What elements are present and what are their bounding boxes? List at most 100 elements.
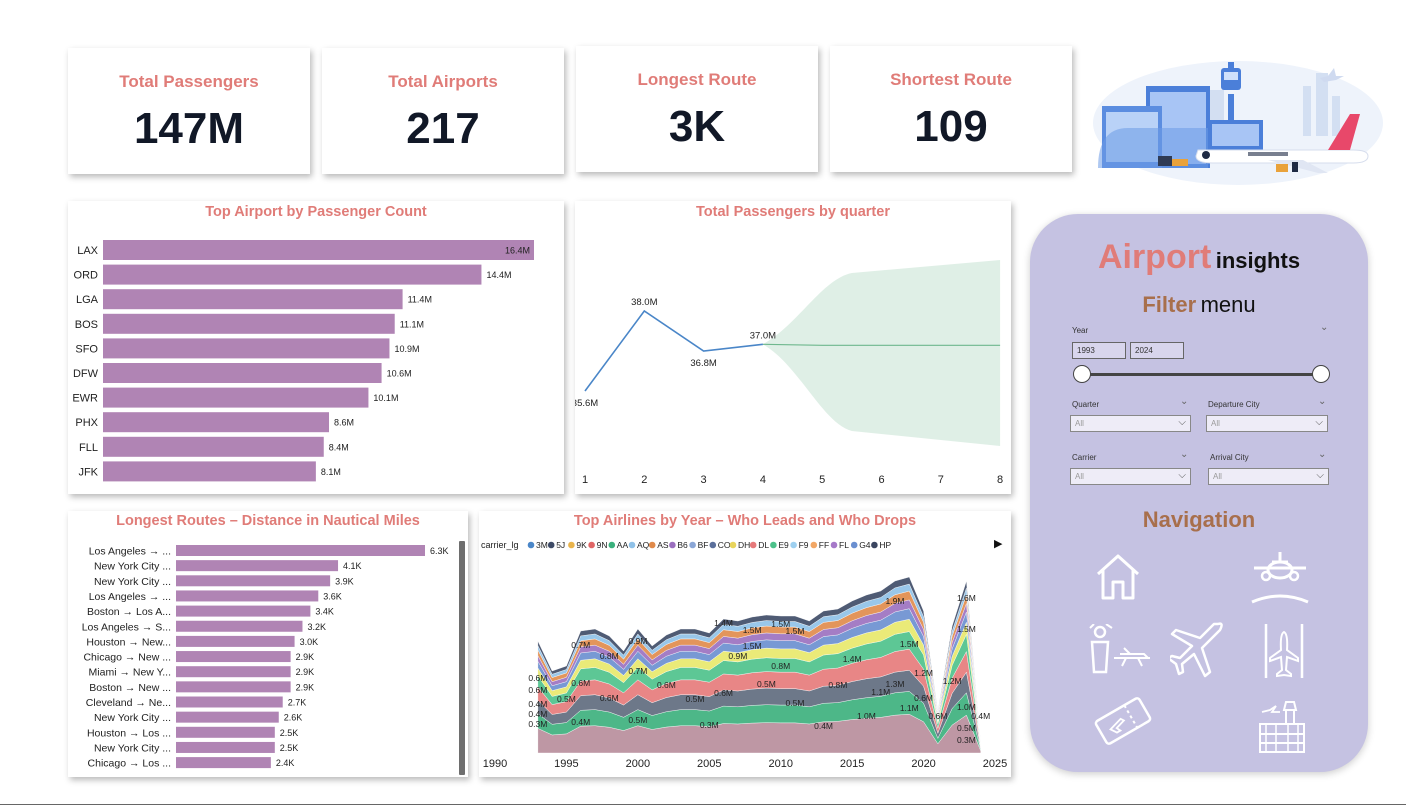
- bar: [176, 711, 279, 723]
- series-line: [584, 309, 763, 392]
- bar-category-label: LGA: [76, 294, 99, 306]
- arrival-dropdown[interactable]: All ⌵: [1208, 468, 1329, 485]
- runway-icon[interactable]: [1260, 620, 1308, 680]
- legend-label: FF: [819, 540, 829, 550]
- forecast-band: [762, 260, 1001, 446]
- point-data-label: 35.6M: [575, 398, 598, 409]
- ticket-icon[interactable]: [1092, 694, 1154, 748]
- legend-label: E9: [778, 540, 789, 550]
- bar-category-label: Chicago → New ...: [83, 652, 171, 664]
- quarter-label: Quarter: [1072, 400, 1100, 409]
- x-tick-label: 2015: [840, 758, 864, 770]
- bar-category-label: New York City ...: [94, 742, 171, 754]
- arrival-value: All: [1213, 472, 1222, 481]
- legend-swatch: [790, 541, 797, 549]
- home-icon[interactable]: [1094, 550, 1142, 602]
- arrival-chevron-icon[interactable]: ⌄: [1318, 449, 1327, 460]
- legend-swatch: [527, 541, 535, 549]
- bottom-divider: [0, 804, 1406, 805]
- legend-label: B6: [677, 540, 688, 550]
- bar-data-label: 4.1K: [343, 561, 362, 571]
- departure-label: Departure City: [1208, 400, 1260, 409]
- area-data-label: 0.7M: [571, 640, 590, 650]
- quarter-chevron-icon[interactable]: ⌄: [1180, 396, 1189, 407]
- bar-data-label: 11.1M: [400, 319, 424, 329]
- kpi-title: Total Airports: [388, 72, 498, 91]
- bar: [103, 363, 382, 383]
- chevron-down-icon: ⌵: [1316, 470, 1324, 481]
- area-data-label: 0.4M: [528, 709, 547, 719]
- bar-data-label: 2.9K: [296, 652, 315, 662]
- arrival-label: Arrival City: [1210, 453, 1249, 462]
- bar: [176, 666, 291, 678]
- legend-scroll-arrow[interactable]: ▶: [994, 538, 1003, 550]
- carrier-chevron-icon[interactable]: ⌄: [1180, 449, 1189, 460]
- forecast-line: [762, 343, 1001, 346]
- bar-category-label: SFO: [75, 343, 98, 355]
- routes-chart-card: Longest Routes – Distance in Nautical Mi…: [68, 511, 468, 777]
- airplane-front-icon[interactable]: [1248, 544, 1312, 608]
- year-chevron-icon[interactable]: ⌄: [1320, 322, 1329, 333]
- airplane-icon[interactable]: [1170, 618, 1226, 680]
- bar: [176, 575, 331, 587]
- bar-data-label: 3.2K: [307, 622, 326, 632]
- legend-swatch: [830, 541, 838, 549]
- bar-data-label: 16.4M: [505, 246, 530, 256]
- bar: [103, 240, 534, 260]
- bar-data-label: 6.3K: [430, 546, 449, 556]
- bar-category-label: Cleveland → Ne...: [86, 697, 171, 709]
- x-tick-label: 1: [582, 474, 588, 486]
- bar-category-label: ORD: [74, 270, 99, 282]
- airport-illustration: [1088, 28, 1388, 193]
- bar-data-label: 2.5K: [280, 743, 299, 753]
- area-data-label: 0.7M: [628, 666, 647, 676]
- quarter-dropdown[interactable]: All ⌵: [1070, 415, 1191, 432]
- bar-category-label: Houston → Los ...: [87, 727, 171, 739]
- bar-category-label: Chicago → Los ...: [88, 758, 171, 770]
- year-to-input[interactable]: 2024: [1130, 342, 1184, 359]
- area-data-label: 0.4M: [528, 699, 547, 709]
- pilot-icon[interactable]: [1086, 624, 1152, 674]
- year-slider-handle-end[interactable]: [1312, 365, 1330, 383]
- year-slider-track[interactable]: [1082, 373, 1322, 376]
- legend-swatch: [588, 541, 595, 549]
- bar: [176, 635, 295, 647]
- departure-chevron-icon[interactable]: ⌄: [1318, 396, 1327, 407]
- bar: [103, 313, 395, 334]
- panel-title-word1: Airport: [1097, 238, 1212, 276]
- departure-dropdown[interactable]: All ⌵: [1206, 415, 1328, 432]
- point-data-label: 37.0M: [750, 330, 776, 341]
- chevron-down-icon: ⌵: [1315, 417, 1323, 428]
- bar: [176, 620, 303, 632]
- control-tower-icon[interactable]: [1256, 698, 1308, 754]
- area-data-label: 0.6M: [714, 688, 733, 698]
- year-label: Year: [1072, 326, 1089, 335]
- panel-title: Airport insights: [1030, 238, 1368, 277]
- area-data-label: 1.3M: [886, 679, 905, 689]
- area-data-label: 0.6M: [571, 678, 590, 688]
- area-data-label: 1.1M: [871, 687, 890, 697]
- bar: [176, 696, 283, 708]
- kpi-value: 147M: [133, 104, 245, 153]
- legend-label: AA: [617, 540, 629, 550]
- area-data-label: 1.0M: [857, 711, 876, 721]
- routes-bar-chart: Los Angeles → ... 6.3K New York City ... 4.…: [82, 545, 449, 770]
- x-tick-label: 2010: [768, 758, 792, 770]
- x-tick-label: 2005: [697, 758, 721, 770]
- scrollbar[interactable]: [459, 541, 465, 775]
- bar-category-label: Los Angeles → S...: [82, 621, 171, 633]
- legend-swatch: [749, 541, 757, 549]
- area-data-label: 1.0M: [957, 702, 976, 712]
- legend-swatch: [648, 541, 656, 549]
- legend-swatch: [547, 541, 555, 549]
- year-from-input[interactable]: 1993: [1072, 342, 1126, 359]
- bar-category-label: Los Angeles → ...: [89, 591, 171, 603]
- bar-data-label: 10.6M: [387, 369, 412, 379]
- area-data-label: 1.5M: [743, 641, 762, 651]
- chart-title: Total Passengers by quarter: [696, 204, 890, 220]
- area-data-label: 1.4M: [843, 654, 862, 664]
- bar-category-label: New York City ...: [94, 712, 171, 724]
- year-slider-handle-start[interactable]: [1073, 365, 1091, 383]
- carrier-dropdown[interactable]: All ⌵: [1070, 468, 1191, 485]
- point-data-label: 36.8M: [690, 358, 716, 369]
